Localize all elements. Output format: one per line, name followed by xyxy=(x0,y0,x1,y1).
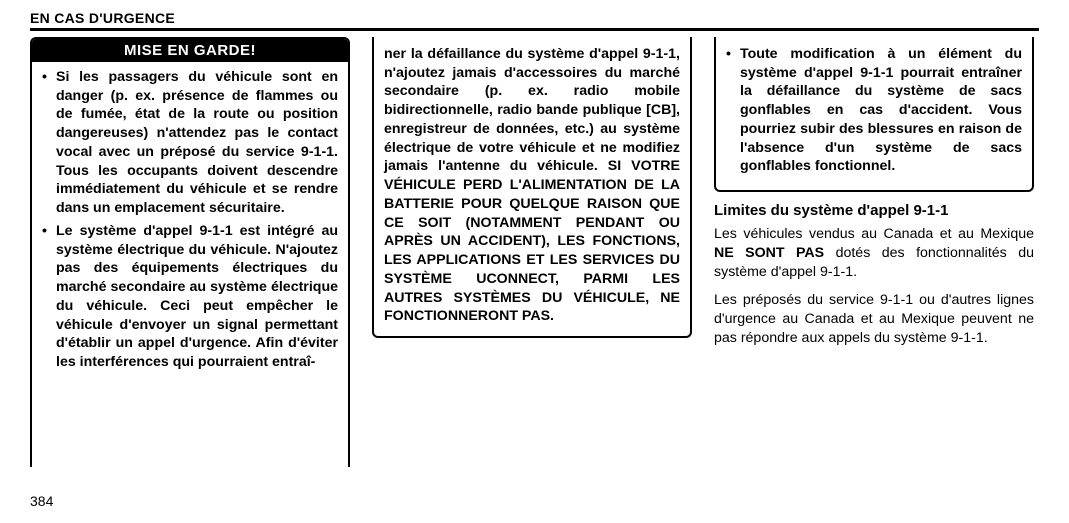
warning-box-1: MISE EN GARDE! Si les passagers du véhic… xyxy=(30,37,350,467)
warning-bullets-1: Si les passagers du véhicule sont en dan… xyxy=(42,68,338,372)
bullet-item: Le système d'appel 9-1-1 est intégré au … xyxy=(42,222,338,372)
body-paragraph-1: Les véhicules vendus au Canada et au Mex… xyxy=(714,225,1034,283)
columns: MISE EN GARDE! Si les passagers du véhic… xyxy=(30,37,1039,467)
subheading-limits: Limites du système d'appel 9-1-1 xyxy=(714,202,1034,219)
page: EN CAS D'URGENCE MISE EN GARDE! Si les p… xyxy=(0,0,1069,523)
warning-box-3: Toute modification à un élément du systè… xyxy=(714,37,1034,192)
bullet-item: Toute modification à un élément du systè… xyxy=(726,45,1022,176)
bullet-item: Si les passagers du véhicule sont en dan… xyxy=(42,68,338,218)
warning-continuation: ner la défaillance du système d'appel 9-… xyxy=(384,45,680,326)
warning-box-2: ner la défaillance du système d'appel 9-… xyxy=(372,37,692,338)
column-1: MISE EN GARDE! Si les passagers du véhic… xyxy=(30,37,350,467)
column-3: Toute modification à un élément du systè… xyxy=(714,37,1034,467)
column-2: ner la défaillance du système d'appel 9-… xyxy=(372,37,692,467)
section-header-text: EN CAS D'URGENCE xyxy=(30,10,1039,28)
bold-text: NE SONT PAS xyxy=(714,245,824,261)
text-span: Les véhicules vendus au Canada et au Mex… xyxy=(714,226,1034,242)
section-header-bar: EN CAS D'URGENCE xyxy=(30,10,1039,31)
warning-bullets-3: Toute modification à un élément du systè… xyxy=(726,45,1022,176)
body-paragraph-2: Les préposés du service 9-1-1 ou d'autre… xyxy=(714,291,1034,349)
page-number: 384 xyxy=(30,493,53,509)
warning-title: MISE EN GARDE! xyxy=(32,39,348,62)
